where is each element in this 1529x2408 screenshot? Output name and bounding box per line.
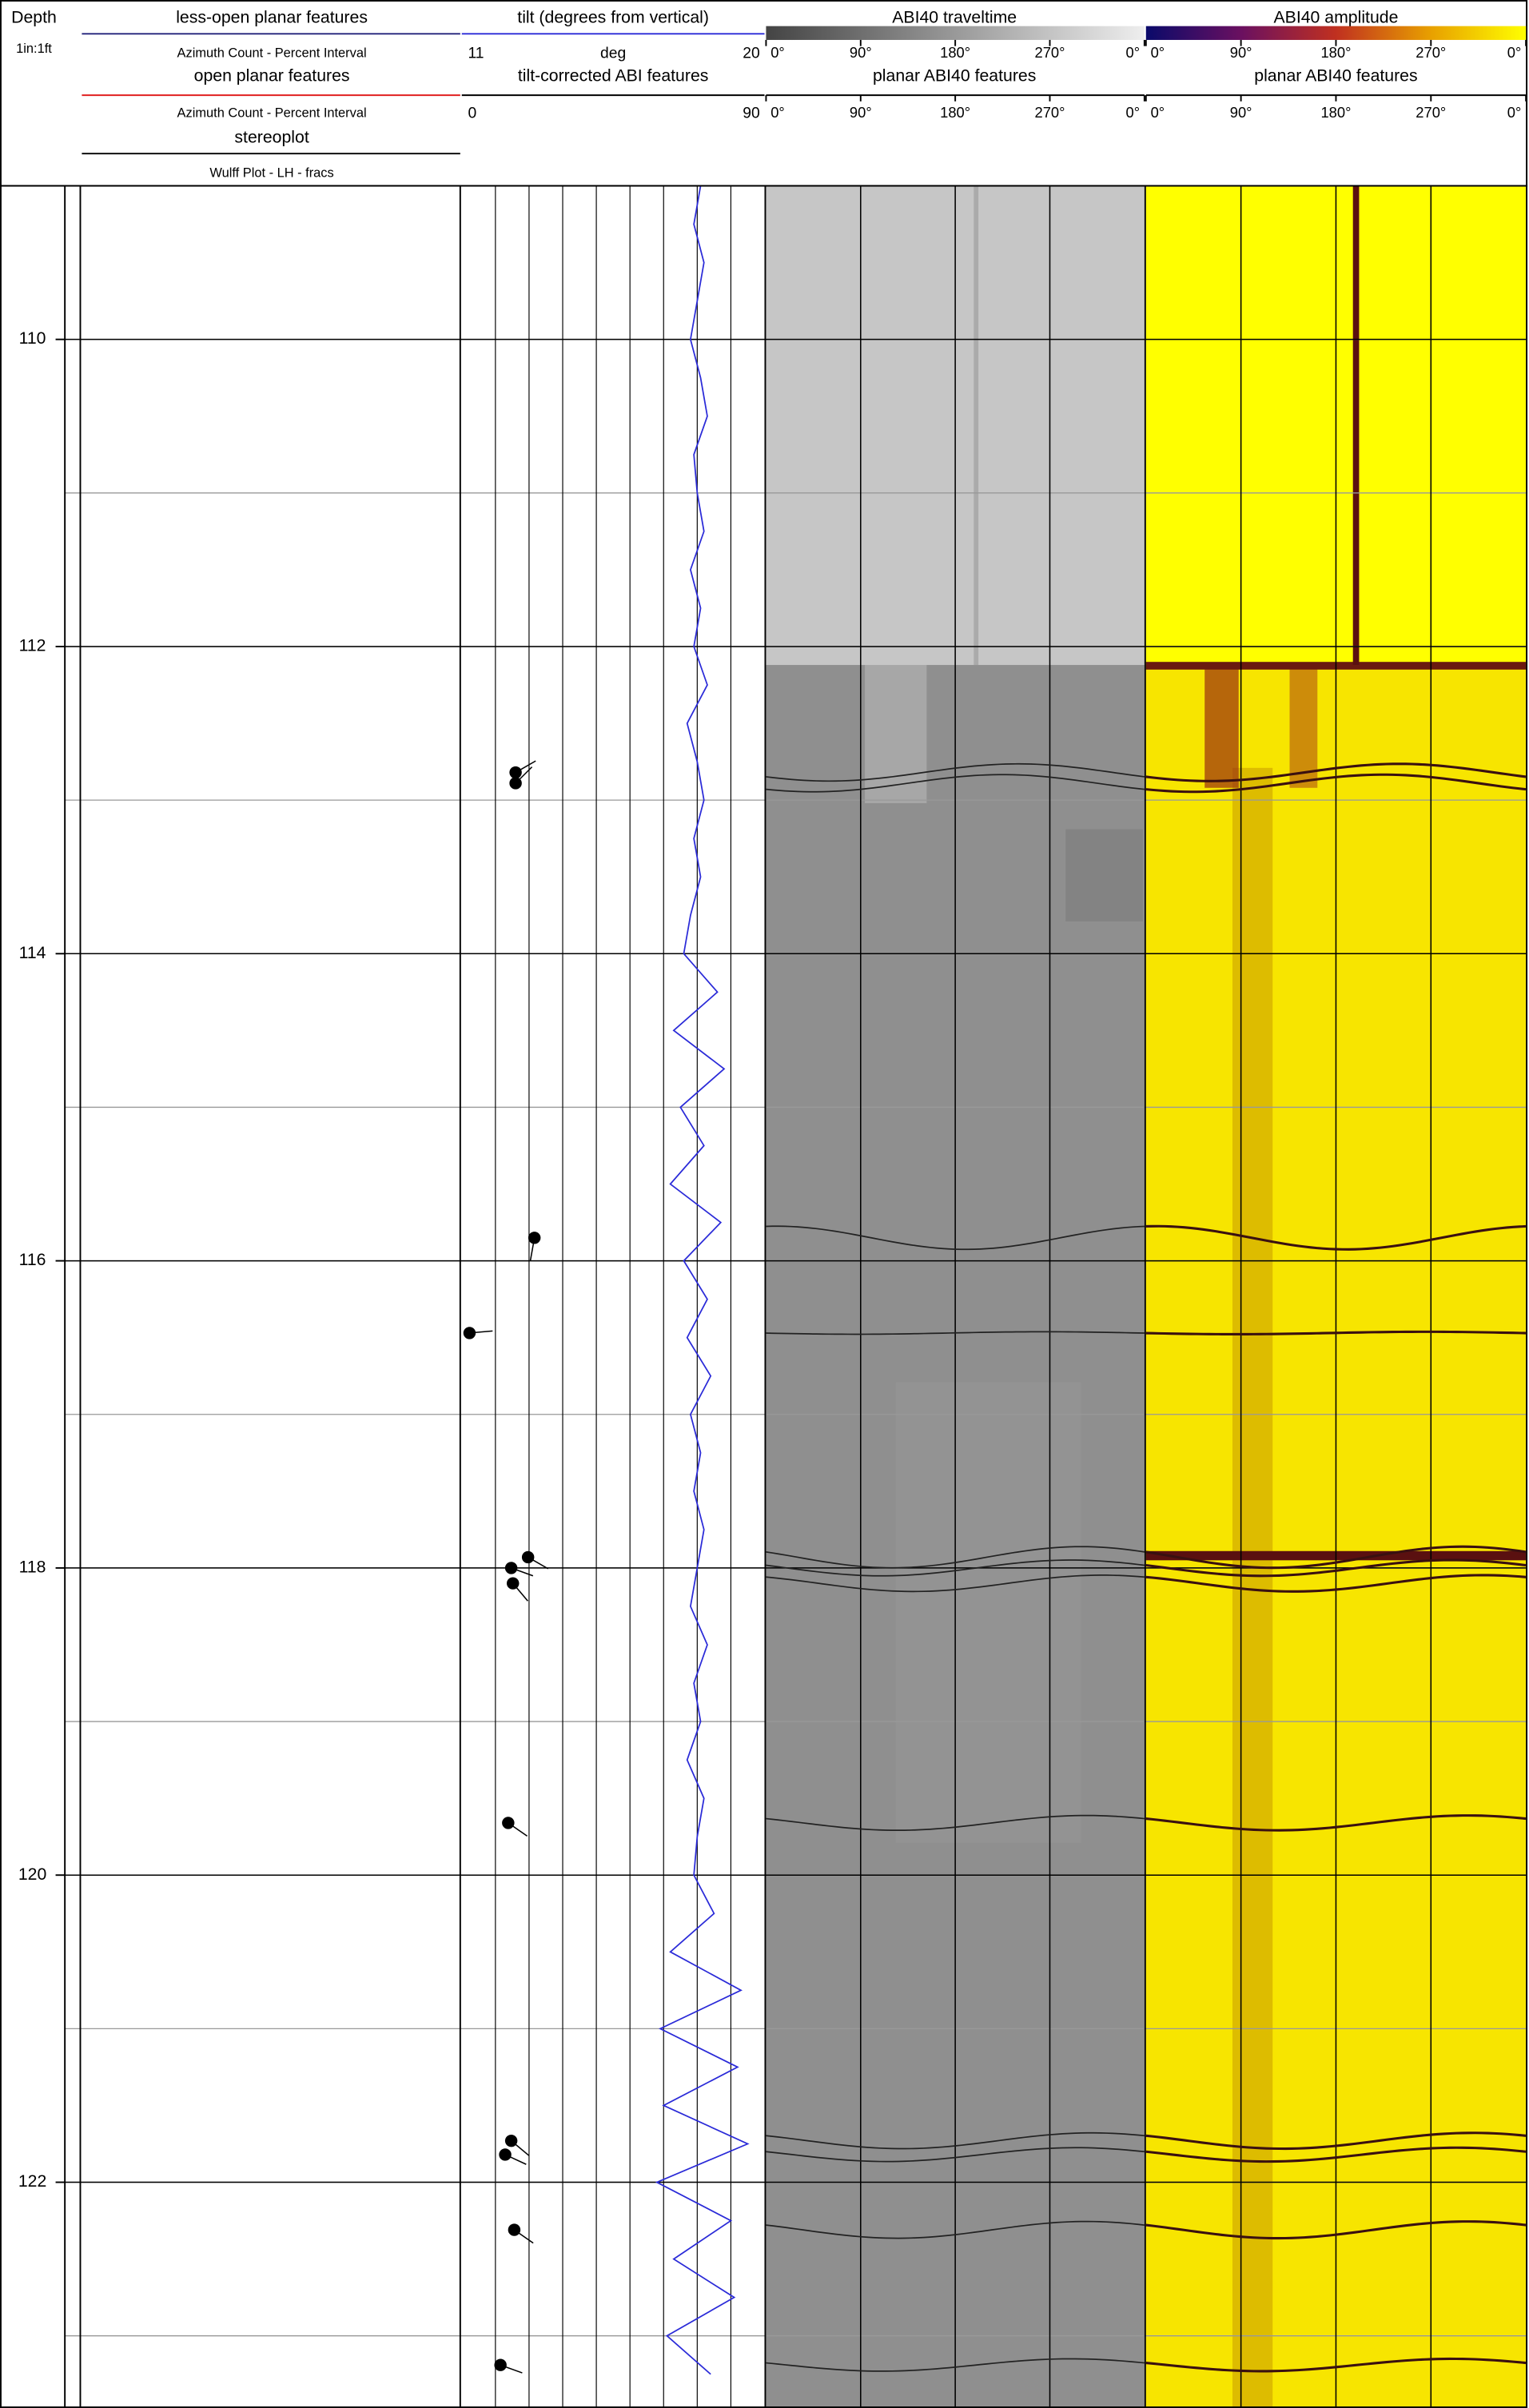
azimuth-label: 270°	[1035, 44, 1065, 61]
depth-title: Depth	[11, 9, 57, 27]
track-title: open planar features	[194, 67, 350, 86]
azimuth-label: 0°	[1126, 104, 1141, 121]
azimuth-label: 0°	[1151, 104, 1165, 121]
well-log: Depth 1in:1ft less-open planar features …	[0, 0, 1529, 2408]
track-title: tilt-corrected ABI features	[518, 67, 709, 86]
image-texture	[896, 1382, 1081, 1842]
tadpole	[505, 2135, 517, 2147]
azimuth-label: 270°	[1416, 104, 1446, 121]
track-subtitle: Azimuth Count - Percent Interval	[177, 46, 367, 61]
depth-label: 120	[18, 1865, 46, 1884]
tadpole	[509, 766, 521, 778]
depth-label: 114	[19, 944, 46, 962]
tadpole	[502, 1817, 514, 1829]
tilt-curve	[657, 186, 748, 2374]
track-subtitle: Wulff Plot - LH - fracs	[209, 165, 333, 180]
azimuth-label: 0°	[1507, 104, 1522, 121]
track-title: tilt (degrees from vertical)	[517, 9, 709, 27]
azimuth-label: 0°	[770, 44, 785, 61]
azimuth-label: 180°	[1320, 104, 1351, 121]
tadpole	[507, 1577, 519, 1589]
scale: 1in:1ft	[16, 42, 52, 56]
depth-label: 112	[19, 637, 46, 655]
tadpole	[509, 777, 521, 789]
track-title: less-open planar features	[176, 9, 368, 27]
tadpole	[528, 1232, 540, 1244]
scale-min: 11	[468, 45, 484, 62]
azimuth-label: 180°	[940, 104, 970, 121]
scale-min: 0	[468, 105, 476, 121]
depth-label: 116	[19, 1251, 46, 1269]
tadpole	[505, 1562, 517, 1574]
azimuth-label: 90°	[1230, 104, 1252, 121]
image-texture	[1204, 665, 1239, 788]
azimuth-label: 180°	[1320, 44, 1351, 61]
track-title: stereoplot	[234, 129, 309, 147]
scale-max: 90	[743, 105, 759, 121]
tadpole	[494, 2359, 506, 2371]
azimuth-label: 270°	[1416, 44, 1446, 61]
tadpole	[499, 2148, 511, 2160]
tadpole	[508, 2223, 520, 2235]
track-subtitle: Azimuth Count - Percent Interval	[177, 106, 367, 121]
image-texture	[1065, 830, 1143, 921]
image-texture	[1289, 665, 1317, 788]
azimuth-label: 90°	[850, 104, 872, 121]
azimuth-label: 90°	[1230, 44, 1252, 61]
tadpole	[522, 1551, 534, 1563]
azimuth-label: 0°	[770, 104, 785, 121]
azimuth-label: 0°	[1151, 44, 1165, 61]
depth-label: 118	[19, 1558, 46, 1577]
track-title: planar ABI40 features	[1254, 67, 1417, 86]
tadpole	[464, 1327, 476, 1339]
scale-unit: deg	[600, 45, 626, 62]
azimuth-label: 90°	[850, 44, 872, 61]
page: {"header":{"depth":"Depth","scale":"1in:…	[0, 0, 1529, 2408]
colorbar	[1146, 26, 1526, 40]
azimuth-label: 0°	[1126, 44, 1141, 61]
scale-max: 20	[743, 45, 759, 62]
track-title: ABI40 traveltime	[892, 9, 1017, 27]
depth-label: 122	[18, 2172, 46, 2191]
azimuth-label: 270°	[1035, 104, 1065, 121]
depth-label: 110	[19, 329, 46, 348]
track-title: planar ABI40 features	[873, 67, 1036, 86]
track-title: ABI40 amplitude	[1274, 9, 1399, 27]
azimuth-label: 0°	[1507, 44, 1522, 61]
azimuth-label: 180°	[940, 44, 970, 61]
colorbar	[766, 26, 1144, 40]
